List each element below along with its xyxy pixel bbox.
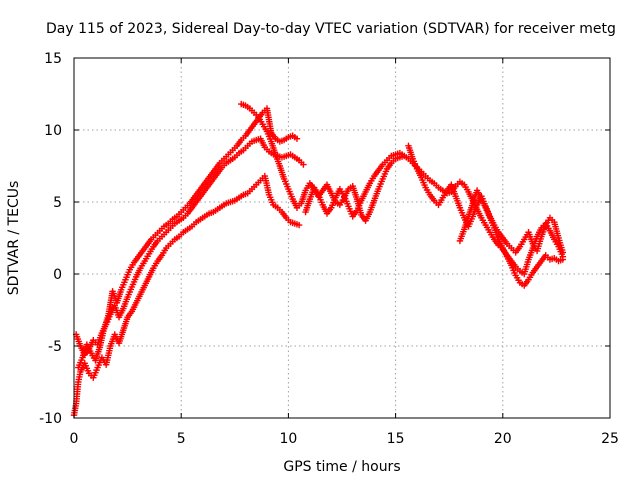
series-track-3 [75, 105, 301, 371]
y-tick-label: 5 [53, 195, 62, 211]
x-tick-label: 10 [279, 431, 297, 447]
series-track-5 [302, 149, 567, 278]
plot-frame [73, 57, 611, 419]
data-point [295, 221, 303, 229]
data-point [293, 135, 301, 142]
axis-ticks [73, 57, 611, 419]
y-tick-label: -10 [39, 411, 62, 427]
data-point [559, 249, 567, 256]
x-tick-label: 25 [601, 431, 619, 447]
series-track-6 [405, 142, 567, 256]
x-tick-label: 15 [387, 431, 405, 447]
y-tick-label: -5 [48, 339, 62, 355]
series-track-7 [456, 187, 567, 289]
y-tick-label: 15 [44, 51, 62, 67]
x-axis-label: GPS time / hours [283, 459, 400, 475]
x-tick-label: 0 [70, 431, 79, 447]
y-tick-labels: -10 -5 0 5 10 15 [39, 51, 62, 427]
data-points [70, 100, 567, 419]
y-tick-label: 0 [53, 267, 62, 283]
series-track-1 [70, 172, 303, 419]
y-axis-label: SDTVAR / TECUs [6, 181, 22, 296]
y-tick-label: 10 [44, 123, 62, 139]
x-tick-label: 5 [177, 431, 186, 447]
x-tick-label: 20 [494, 431, 512, 447]
chart-title: Day 115 of 2023, Sidereal Day-to-day VTE… [46, 21, 616, 37]
x-tick-labels: 0 5 10 15 20 25 [70, 431, 619, 447]
data-point [559, 256, 567, 263]
data-point [300, 161, 307, 168]
